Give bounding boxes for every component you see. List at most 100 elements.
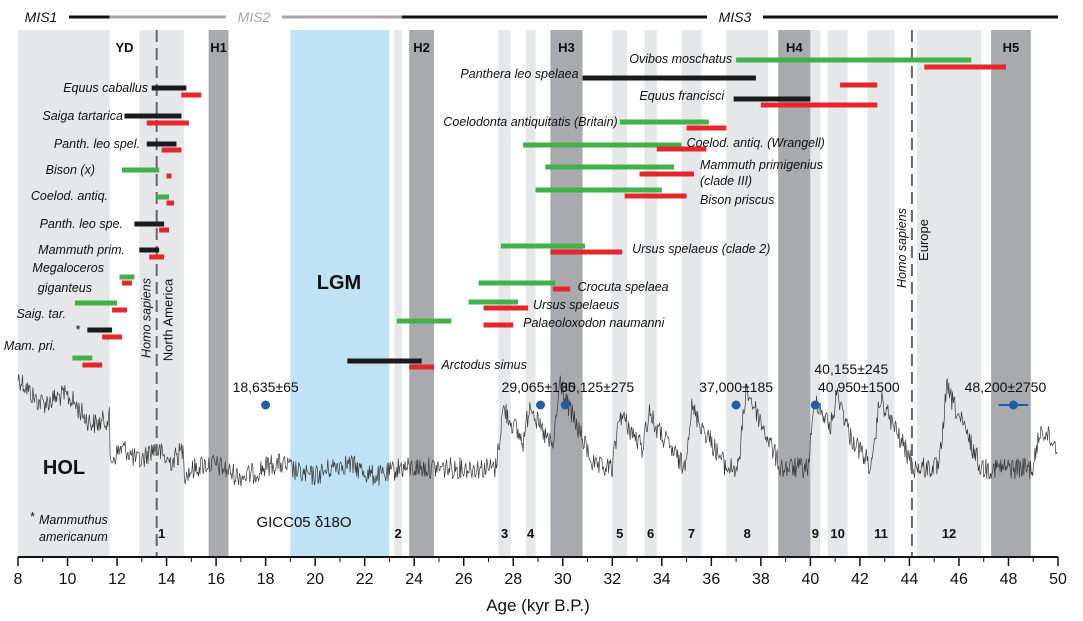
range-bar-mammuth-prim-0 [139,247,160,253]
date-label-40-155-245: 40,155±245 [814,361,888,377]
taxon-label-saiga-tartarica: Saiga tartarica [42,109,123,123]
range-bar-crocuta-spelaea-0 [478,280,556,286]
range-bar-arctodus-simus-1 [409,364,434,370]
period-band-8 [726,30,769,557]
period-band-h1 [208,30,229,557]
period-band-h4 [778,30,811,557]
period-band-7 [681,30,702,557]
taxon-label-bison-priscus: Bison priscus [700,193,774,207]
range-bar-equus-caballus-0 [151,85,187,91]
stadial-label-h4: H4 [786,40,803,55]
range-bar-panth-leo-spel-1 [161,147,182,153]
x-tick-label-14: 14 [158,571,176,588]
taxon-label-taxon: * [75,323,81,337]
lgm-label: LGM [317,272,361,294]
range-bar-arctodus-simus-0 [347,358,422,364]
range-bar-coelod-antiq-0 [156,194,170,200]
range-bar-mammuth-primigenius-clade-iii-0 [545,164,675,170]
date-marker-18-635-65 [261,400,271,410]
interstadial-label-2: 2 [394,526,401,541]
interstadial-label-9: 9 [812,526,819,541]
period-band-h3 [550,30,583,557]
mis-stage-header: MIS1 MIS2 MIS3 [25,9,1058,25]
stadial-label-h3: H3 [558,40,575,55]
x-tick-label-30: 30 [554,571,572,588]
range-bar-ursus-spelaeus-clade-2-0 [500,243,586,249]
period-band-2 [394,30,402,557]
date-label-40-950-1500: 40,950±1500 [818,379,900,395]
interstadial-label-3: 3 [501,526,508,541]
range-bar-coelodonta-antiquitatis-britain-1 [686,125,727,131]
x-tick-label-22: 22 [356,571,374,588]
x-tick-label-38: 38 [752,571,770,588]
range-bar-megaloceros-0 [119,274,135,280]
interstadial-label-7: 7 [688,526,695,541]
period-band-10 [827,30,848,557]
taxon-label-panth-leo-spe: Panth. leo spe. [40,217,123,231]
interstadial-label-12: 12 [942,526,956,541]
taxon-label-ursus-spelaeus-clade-2: Ursus spelaeus (clade 2) [632,242,770,256]
holocene-label: HOL [43,457,85,479]
x-tick-label-12: 12 [108,571,126,588]
range-bar-taxon-1 [102,334,122,340]
arrival-label-0: Homo sapiens [140,278,154,358]
period-band-9 [810,30,821,557]
range-bar-saiga-tartarica-0 [124,113,182,119]
range-bar-mammuth-primigenius-clade-iii-1 [639,171,694,177]
stadial-label-h2: H2 [413,40,430,55]
record-label: GICC05 δ18O [256,514,351,531]
taxon-label-panthera-leo-spelaea: Panthera leo spelaea [460,67,578,81]
range-bar-panth-leo-spel-0 [146,141,177,147]
range-bar-coelod-antiq-wrangell-1 [656,146,707,152]
interstadial-label-5: 5 [616,526,623,541]
interstadial-label-11: 11 [874,526,888,541]
x-axis: 8 10 12 14 16 18 20 22 24 26 28 30 32 34 36 38 40 42 44 46 4… [14,556,1067,615]
taxon-label-giganteus: giganteus [38,281,92,295]
stadial-label-yd: YD [115,40,133,55]
x-tick-label-18: 18 [257,571,275,588]
interstadial-label-4: 4 [527,526,535,541]
gicc05-d18o-line [17,374,1058,487]
taxon-label-panth-leo-spel: Panth. leo spel. [54,137,140,151]
x-tick-label-24: 24 [405,571,423,588]
taxon-label-equus-caballus: Equus caballus [63,81,148,95]
period-band-3 [498,30,511,557]
mis-label-mis2: MIS2 [238,9,271,25]
x-axis-title: Age (kyr B.P.) [486,596,590,615]
taxon-label-mammuth-prim: Mammuth prim. [38,243,125,257]
taxon-label-crocuta-spelaea: Crocuta spelaea [578,280,669,294]
range-bar-taxon-0 [87,327,113,333]
x-tick-label-42: 42 [851,571,869,588]
date-label-29-065-105: 29,065±105 [502,379,576,395]
x-tick-label-34: 34 [653,571,671,588]
period-band-12 [916,30,982,557]
date-label-18-635-65: 18,635±65 [233,379,299,395]
date-marker-37-000-185 [731,400,741,410]
range-bar-ovibos-moschatus-1 [924,64,1006,70]
footnote-mark: * [30,509,35,524]
period-band-hol [18,30,110,557]
x-tick-label-44: 44 [901,571,919,588]
range-bar-mam-pri-0 [72,355,93,361]
footnote-species: americanum [39,530,108,544]
x-tick-label-16: 16 [207,571,225,588]
x-tick-label-50: 50 [1049,571,1067,588]
x-tick-label-40: 40 [801,571,819,588]
range-bar-coelodonta-antiquitatis-britain-0 [619,119,709,125]
range-bar-saig-tar-1 [112,307,127,313]
taxon-label-ovibos-moschatus: Ovibos moschatus [629,52,732,66]
period-band-5 [612,30,628,557]
x-tick-label-26: 26 [455,571,473,588]
x-tick-label-10: 10 [59,571,77,588]
x-tick-label-46: 46 [950,571,968,588]
arrival-label-1: Homo sapiens [895,208,909,288]
taxon-label-coelod-antiq: Coelod. antiq. [31,189,108,203]
x-tick-label-36: 36 [702,571,720,588]
date-marker-40-155-245 [810,400,820,410]
range-bar-bison-x-1 [166,173,172,179]
x-tick-label-20: 20 [306,571,324,588]
taxon-label-megaloceros: Megaloceros [32,261,104,275]
range-bar-ovibos-moschatus-0 [736,57,972,63]
